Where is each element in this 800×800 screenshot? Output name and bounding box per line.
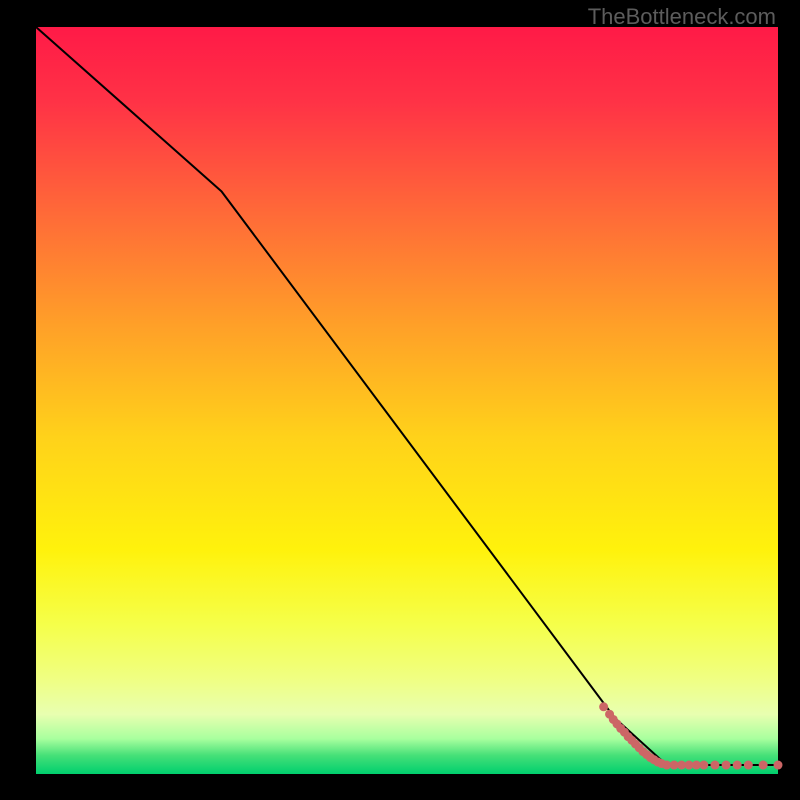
scatter-point: [685, 761, 693, 769]
scatter-point: [774, 761, 782, 769]
scatter-point: [692, 761, 700, 769]
chart-svg: [0, 0, 800, 800]
scatter-point: [670, 761, 678, 769]
scatter-point: [722, 761, 730, 769]
scatter-point: [700, 761, 708, 769]
watermark-text: TheBottleneck.com: [588, 4, 776, 30]
scatter-point: [600, 703, 608, 711]
scatter-point: [744, 761, 752, 769]
scatter-point: [663, 761, 671, 769]
scatter-point: [759, 761, 767, 769]
scatter-point: [711, 761, 719, 769]
scatter-point: [733, 761, 741, 769]
chart-container: TheBottleneck.com: [0, 0, 800, 800]
plot-background: [36, 27, 778, 774]
scatter-point: [678, 761, 686, 769]
